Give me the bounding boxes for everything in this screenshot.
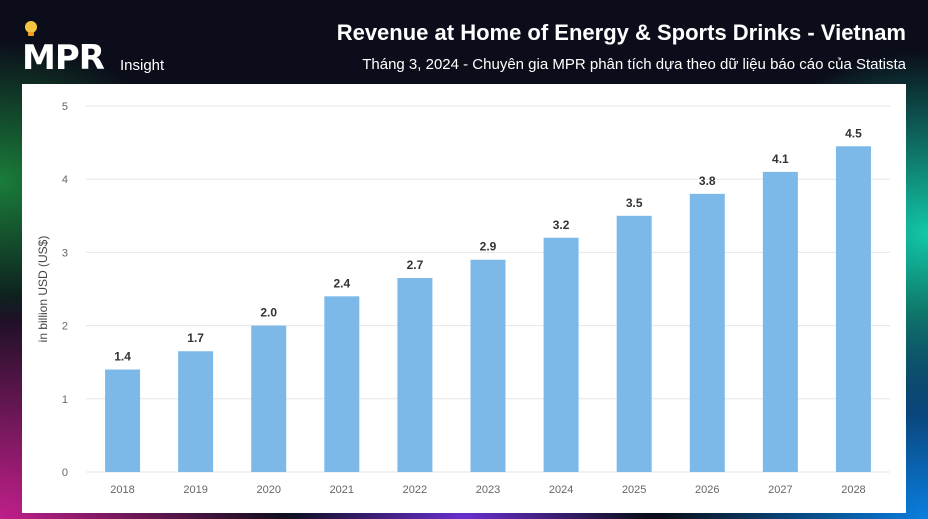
y-tick-label: 3 xyxy=(62,247,68,259)
y-tick-label: 2 xyxy=(62,321,68,333)
x-tick-label-2019: 2019 xyxy=(183,484,207,496)
mpr-insight-logo: MPR Insight xyxy=(20,20,190,80)
x-tick-label-2025: 2025 xyxy=(622,484,646,496)
x-tick-label-2028: 2028 xyxy=(841,484,865,496)
data-label-2027: 4.1 xyxy=(772,152,789,166)
data-label-2020: 2.0 xyxy=(260,306,277,320)
bar-2018 xyxy=(105,369,141,472)
x-tick-label-2021: 2021 xyxy=(330,484,354,496)
bar-2026 xyxy=(689,193,725,472)
y-tick-label: 1 xyxy=(62,394,68,406)
data-label-2022: 2.7 xyxy=(407,258,424,272)
x-tick-label-2020: 2020 xyxy=(256,484,280,496)
y-tick-label: 4 xyxy=(62,174,68,186)
chart-panel: 0 1 2 3 4 5 in billion USD (US$) 1.4 2018 1.7 2019… xyxy=(22,84,906,513)
x-tick-label-2023: 2023 xyxy=(476,484,500,496)
page-title: Revenue at Home of Energy & Sports Drink… xyxy=(336,20,906,45)
x-tick-label-2024: 2024 xyxy=(549,484,573,496)
bar-2022 xyxy=(397,278,433,472)
x-tick-label-2018: 2018 xyxy=(110,484,134,496)
data-label-2019: 1.7 xyxy=(187,331,204,345)
bar-2028 xyxy=(835,146,871,472)
bar-2020 xyxy=(251,325,287,472)
bar-2027 xyxy=(762,171,798,472)
data-label-2028: 4.5 xyxy=(845,126,862,140)
bar-2023 xyxy=(470,259,506,472)
y-tick-label: 0 xyxy=(62,467,68,479)
bar-chart: 0 1 2 3 4 5 in billion USD (US$) 1.4 2018 1.7 2019… xyxy=(36,101,890,496)
bar-2021 xyxy=(324,296,360,472)
data-label-2024: 3.2 xyxy=(553,218,570,232)
y-axis-label: in billion USD (US$) xyxy=(36,236,50,343)
data-label-2023: 2.9 xyxy=(480,240,497,254)
logo-tagline: Insight xyxy=(120,57,165,74)
x-tick-label-2022: 2022 xyxy=(403,484,427,496)
y-tick-label: 5 xyxy=(62,101,68,113)
x-tick-label-2027: 2027 xyxy=(768,484,792,496)
data-label-2026: 3.8 xyxy=(699,174,716,188)
data-label-2021: 2.4 xyxy=(333,276,350,290)
bar-2024 xyxy=(543,237,579,472)
data-label-2025: 3.5 xyxy=(626,196,643,210)
logo-text: MPR xyxy=(22,38,105,78)
data-label-2018: 1.4 xyxy=(114,350,131,364)
page-subtitle: Tháng 3, 2024 - Chuyên gia MPR phân tích… xyxy=(362,56,906,73)
lightbulb-icon xyxy=(25,21,37,36)
x-tick-label-2026: 2026 xyxy=(695,484,719,496)
bar-2019 xyxy=(178,351,214,472)
bar-2025 xyxy=(616,215,652,473)
